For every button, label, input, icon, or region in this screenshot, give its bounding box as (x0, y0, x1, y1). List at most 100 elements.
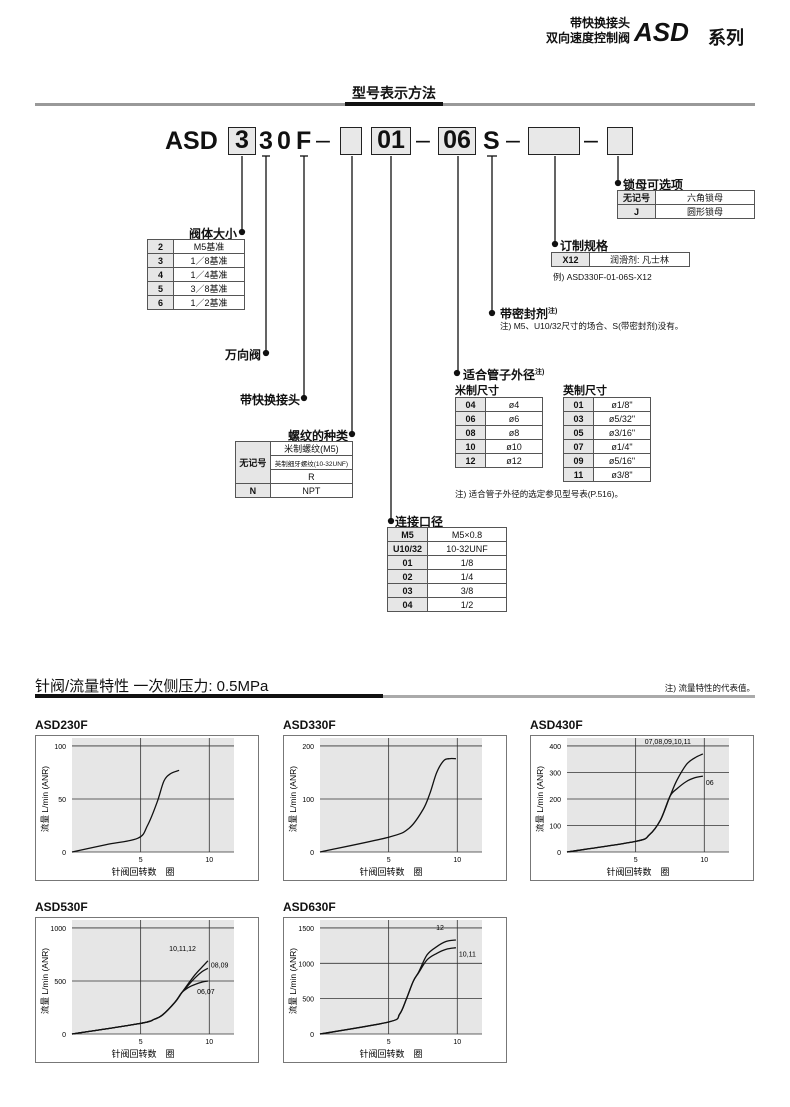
code-dash: – (316, 126, 330, 154)
flow-section-note: 注) 流量特性的代表值。 (664, 683, 755, 693)
table-row: 12 ø12 (455, 453, 543, 468)
table-row: 01 1/8 (387, 555, 507, 570)
flow-chart: 0 500 1000 1500 5 10 针阀回转数 圈 流量 L/min (ANR) 12 10… (283, 917, 507, 1063)
code-cell: 3 (147, 253, 174, 268)
table-row: 10 ø10 (455, 439, 543, 454)
sealant-label: 带密封剂注) (500, 305, 557, 322)
code-size-box: 3 (228, 127, 256, 155)
brand-asd: ASD (634, 17, 689, 47)
x-tick-label: 5 (634, 857, 638, 864)
plot-area (320, 920, 482, 1034)
series-line (566, 775, 703, 853)
table-row: J 圆形锁母 (617, 204, 755, 219)
y-tick-label: 100 (54, 744, 66, 751)
code-cell: 06 (455, 411, 486, 426)
chart-title: ASD430F (530, 718, 583, 732)
body-size-label: 阀体大小 (188, 227, 237, 241)
flow-chart: 0 100 200 5 10 针阀回转数 圈 流量 L/min (ANR) (283, 735, 507, 881)
table-row: U10/32 10-32UNF (387, 541, 507, 556)
series-line (319, 757, 456, 853)
code-cell: 12 (455, 453, 486, 468)
custom-spec-table: X12 润滑剂: 凡士林 (551, 252, 690, 267)
value-cell: ø8 (485, 425, 543, 440)
plot-area (72, 738, 234, 852)
series-label: 08,09 (211, 962, 229, 969)
code-cell: 2 (147, 239, 174, 254)
chart-svg: 0 100 200 5 10 针阀回转数 圈 流量 L/min (ANR) (288, 738, 482, 877)
value-cell: ø5/16" (593, 453, 651, 468)
thread-npt: NPT (269, 483, 354, 498)
y-tick-label: 1000 (50, 926, 66, 933)
value-cell: 六角锁母 (655, 190, 755, 205)
x-tick-label: 10 (453, 857, 461, 864)
x-tick-label: 10 (205, 1039, 213, 1046)
table-row: 无记号 六角锁母 (617, 190, 755, 205)
inch-size-label: 英制尺寸 (563, 385, 607, 397)
value-cell: 3／8基准 (173, 281, 245, 296)
code-cell: 03 (387, 583, 428, 598)
code-char-f: F (296, 127, 312, 155)
chart-svg: 0 500 1000 5 10 针阀回转数 圈 流量 L/min (ANR) 10,11,12… (40, 920, 234, 1059)
x-tick-label: 10 (453, 1039, 461, 1046)
table-row: 6 1／2基准 (147, 295, 245, 310)
thread-type-label: 螺纹的种类 (287, 429, 348, 443)
x-axis-label: 针阀回转数 圈 (606, 866, 669, 877)
code-tube-box: 06 (438, 127, 476, 155)
chart-title: ASD330F (283, 718, 336, 732)
value-cell: ø3/8" (593, 467, 651, 482)
sealant-note-mark: 注) (548, 308, 558, 315)
value-cell: ø1/8" (593, 397, 651, 412)
y-tick-label: 0 (310, 850, 314, 857)
value-cell: 3/8 (427, 583, 507, 598)
code-cell: 5 (147, 281, 174, 296)
y-tick-label: 500 (54, 979, 66, 986)
code-port-box: 01 (371, 127, 411, 155)
y-tick-label: 50 (58, 797, 66, 804)
y-tick-label: 300 (549, 770, 561, 777)
table-row: 2 M5基准 (147, 239, 245, 254)
y-tick-label: 1000 (298, 961, 314, 968)
series-line (71, 769, 180, 853)
series-label: 12 (436, 925, 444, 932)
thread-n: N (235, 483, 271, 498)
plot-area (72, 920, 234, 1034)
metric-size-label: 米制尺寸 (455, 385, 499, 397)
x-tick-label: 5 (387, 1039, 391, 1046)
x-axis-label: 针阀回转数 圈 (359, 1048, 422, 1059)
x-axis-label: 针阀回转数 圈 (359, 866, 422, 877)
value-cell: ø3/16" (593, 425, 651, 440)
value-cell: 1/2 (427, 597, 507, 612)
table-row: M5 M5×0.8 (387, 527, 507, 542)
x-axis-label: 针阀回转数 圈 (111, 866, 174, 877)
table-row: 02 1/4 (387, 569, 507, 584)
y-axis-label: 流量 L/min (ANR) (288, 766, 298, 832)
chart-svg: 0 100 200 300 400 5 10 针阀回转数 圈 流量 L/min (ANR) 07,… (535, 738, 729, 877)
x-tick-label: 5 (139, 857, 143, 864)
code-cell: 10 (455, 439, 486, 454)
y-tick-label: 0 (310, 1032, 314, 1039)
code-dash: – (416, 126, 430, 154)
series-line (71, 980, 209, 1035)
x-tick-label: 10 (205, 857, 213, 864)
x-tick-label: 10 (700, 857, 708, 864)
y-axis-label: 流量 L/min (ANR) (40, 948, 50, 1014)
table-row: 08 ø8 (455, 425, 543, 440)
value-cell: M5×0.8 (427, 527, 507, 542)
y-tick-label: 0 (557, 850, 561, 857)
inch-tube-table: 01 ø1/8" 03 ø5/32" 05 ø3/16" 07 ø1/4" 09 ø5/16" 11… (563, 397, 651, 482)
flow-bar-dark (35, 694, 383, 698)
value-cell: ø12 (485, 453, 543, 468)
code-cell: 04 (387, 597, 428, 612)
value-cell: 润滑剂: 凡士林 (589, 252, 690, 267)
code-char-3: 3 (259, 127, 273, 155)
y-tick-label: 400 (549, 744, 561, 751)
series-label: 10,11,12 (169, 946, 196, 953)
table-row: 05 ø3/16" (563, 425, 651, 440)
code-cell: 01 (387, 555, 428, 570)
x-tick-label: 5 (387, 857, 391, 864)
custom-example: 例) ASD330F-01-06S-X12 (553, 272, 652, 282)
table-row: 01 ø1/8" (563, 397, 651, 412)
series-label: 06,07 (197, 989, 215, 996)
lock-nut-label: 锁母可选项 (623, 178, 684, 192)
y-tick-label: 200 (302, 744, 314, 751)
